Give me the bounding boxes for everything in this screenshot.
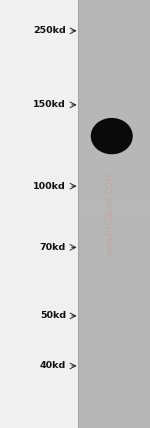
Bar bbox=[78, 171, 150, 185]
Bar bbox=[78, 257, 150, 271]
Bar bbox=[78, 385, 150, 399]
Bar bbox=[78, 0, 150, 428]
Bar bbox=[78, 328, 150, 342]
Bar bbox=[78, 414, 150, 428]
Bar bbox=[78, 14, 150, 29]
Bar bbox=[78, 0, 150, 14]
Bar bbox=[78, 300, 150, 314]
Text: 150kd: 150kd bbox=[33, 100, 66, 110]
Bar bbox=[78, 271, 150, 285]
Bar bbox=[78, 114, 150, 128]
Bar bbox=[78, 86, 150, 100]
Bar bbox=[78, 128, 150, 143]
Bar bbox=[78, 143, 150, 157]
Text: 70kd: 70kd bbox=[40, 243, 66, 252]
Text: 100kd: 100kd bbox=[33, 181, 66, 191]
Bar bbox=[78, 357, 150, 371]
Bar bbox=[78, 399, 150, 414]
Bar bbox=[78, 200, 150, 214]
Bar bbox=[78, 228, 150, 243]
Bar bbox=[78, 185, 150, 200]
Bar bbox=[78, 314, 150, 328]
Ellipse shape bbox=[91, 118, 133, 155]
Text: 50kd: 50kd bbox=[40, 311, 66, 321]
Bar bbox=[78, 342, 150, 357]
Text: 40kd: 40kd bbox=[40, 361, 66, 371]
Bar bbox=[78, 71, 150, 86]
Bar bbox=[78, 285, 150, 300]
Text: 250kd: 250kd bbox=[33, 26, 66, 36]
Bar bbox=[78, 243, 150, 257]
Bar bbox=[78, 43, 150, 57]
Bar bbox=[78, 371, 150, 385]
Bar bbox=[78, 100, 150, 114]
Text: www.PTG3LAB.COM: www.PTG3LAB.COM bbox=[106, 172, 115, 256]
Bar bbox=[78, 29, 150, 43]
Bar bbox=[78, 57, 150, 71]
Bar bbox=[78, 214, 150, 228]
Bar bbox=[78, 157, 150, 171]
